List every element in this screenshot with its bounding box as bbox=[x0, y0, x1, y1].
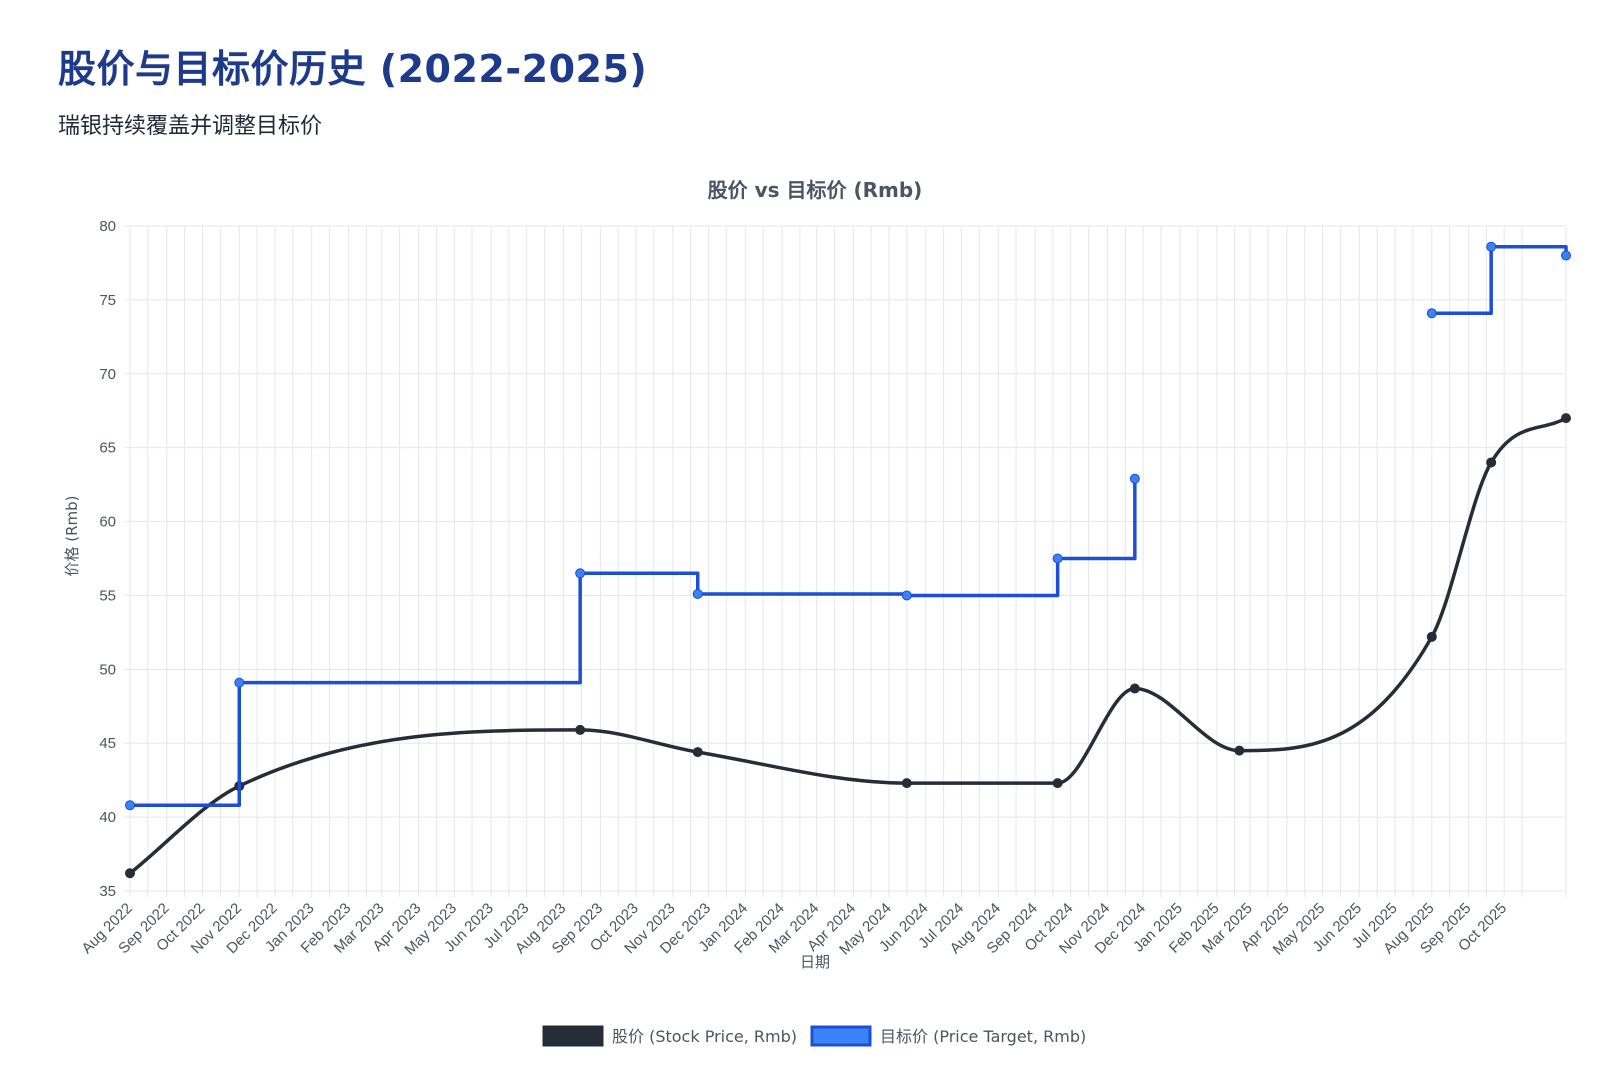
legend-item-price-target[interactable]: 目标价 (Price Target, Rmb) bbox=[810, 1025, 1086, 1047]
stock-price-point[interactable] bbox=[1486, 457, 1497, 468]
stock-price-point[interactable] bbox=[1234, 745, 1245, 756]
y-tick-label: 55 bbox=[99, 587, 116, 604]
price-target-point[interactable] bbox=[575, 568, 586, 579]
legend-swatch-stock-price bbox=[542, 1025, 604, 1047]
price-target-point[interactable] bbox=[1561, 250, 1571, 261]
stock-price-line bbox=[128, 416, 1567, 875]
y-tick-label: 80 bbox=[99, 218, 116, 235]
price-target-point[interactable] bbox=[1129, 473, 1140, 484]
price-target-point[interactable] bbox=[1426, 308, 1437, 319]
price-target-point[interactable] bbox=[125, 800, 135, 811]
legend-label-stock-price: 股价 (Stock Price, Rmb) bbox=[612, 1027, 797, 1046]
series-layer bbox=[125, 241, 1571, 879]
stock-price-point[interactable] bbox=[125, 868, 135, 879]
y-tick-label: 65 bbox=[99, 440, 116, 457]
series-price-target bbox=[125, 241, 1571, 811]
stock-price-point[interactable] bbox=[901, 778, 912, 789]
page-title: 股价与目标价历史 (2022-2025) bbox=[58, 47, 648, 91]
chart-title: 股价 vs 目标价 (Rmb) bbox=[708, 178, 923, 202]
stock-price-point[interactable] bbox=[575, 724, 586, 735]
price-target-point[interactable] bbox=[901, 590, 912, 601]
price-target-point[interactable] bbox=[1052, 553, 1063, 564]
y-axis-ticks: 35 40 45 50 55 60 65 70 75 80 bbox=[99, 218, 116, 900]
y-tick-label: 60 bbox=[99, 514, 116, 531]
y-tick-label: 35 bbox=[99, 883, 116, 900]
legend-item-stock-price[interactable]: 股价 (Stock Price, Rmb) bbox=[542, 1025, 797, 1047]
y-tick-label: 75 bbox=[99, 292, 116, 309]
x-axis-label: 日期 bbox=[800, 953, 830, 971]
stock-price-point[interactable] bbox=[692, 747, 703, 758]
stock-price-point[interactable] bbox=[1129, 683, 1140, 694]
price-target-line bbox=[130, 244, 1568, 808]
legend-label-price-target: 目标价 (Price Target, Rmb) bbox=[880, 1027, 1086, 1046]
y-tick-label: 40 bbox=[99, 809, 116, 826]
price-target-point[interactable] bbox=[234, 677, 245, 688]
legend-swatch-price-target bbox=[810, 1025, 872, 1047]
y-tick-label: 45 bbox=[99, 735, 116, 752]
price-target-point[interactable] bbox=[692, 588, 703, 599]
y-tick-label: 50 bbox=[99, 661, 116, 678]
page-subtitle: 瑞银持续覆盖并调整目标价 bbox=[58, 114, 323, 139]
stock-price-point[interactable] bbox=[1426, 631, 1437, 642]
price-target-point[interactable] bbox=[1486, 241, 1497, 252]
chart-grid bbox=[124, 225, 1567, 897]
y-tick-label: 70 bbox=[99, 366, 116, 383]
y-axis-label: 价格 (Rmb) bbox=[63, 495, 81, 576]
stock-price-point[interactable] bbox=[1561, 413, 1571, 424]
stock-price-point[interactable] bbox=[1052, 778, 1063, 789]
series-stock-price bbox=[125, 413, 1571, 879]
chart-legend[interactable]: 股价 (Stock Price, Rmb) 目标价 (Price Target,… bbox=[542, 1025, 1086, 1047]
